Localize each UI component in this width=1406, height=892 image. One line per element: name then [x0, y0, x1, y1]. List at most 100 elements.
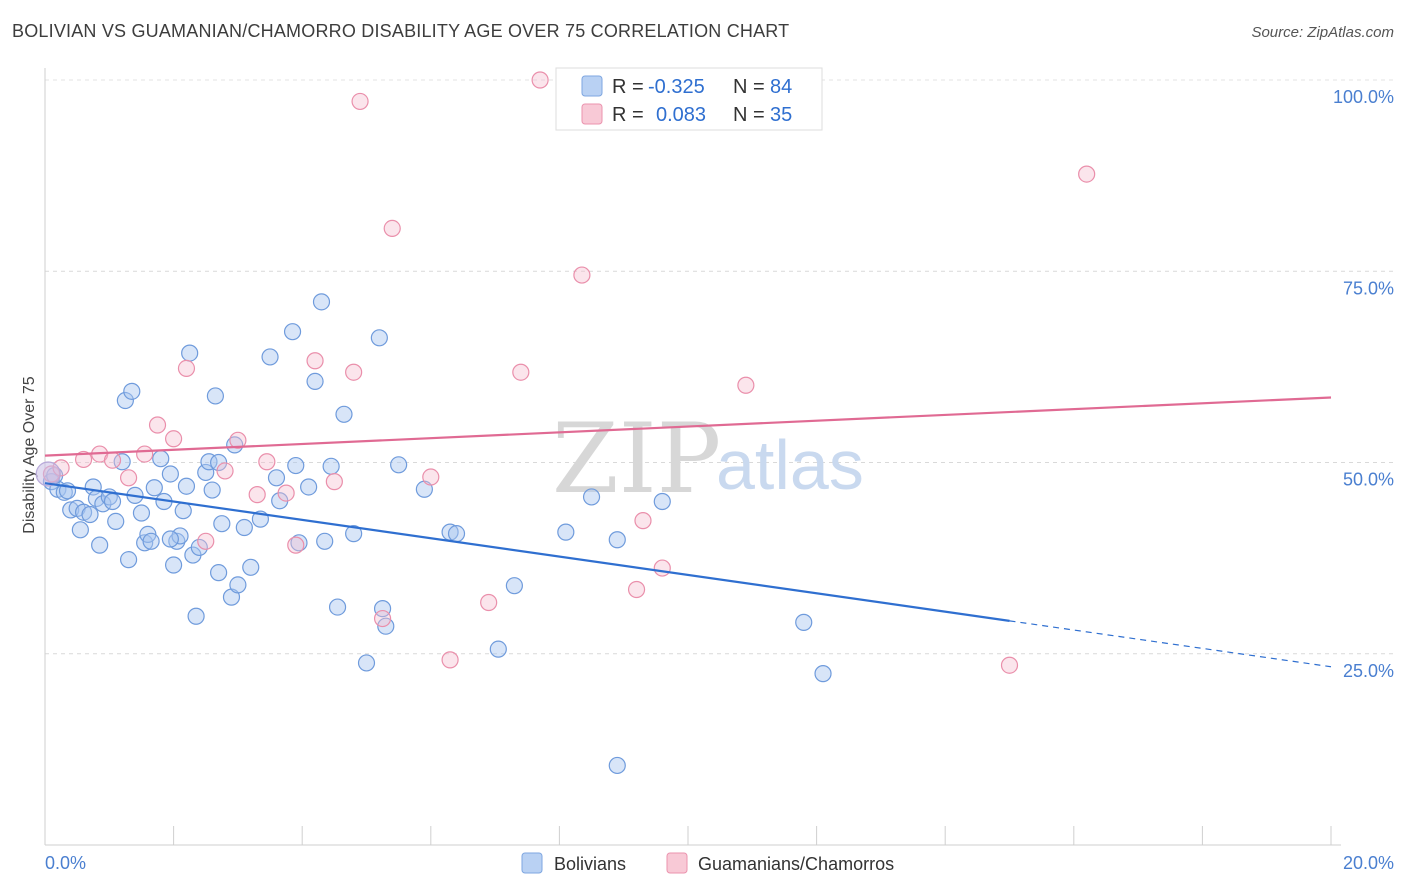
bolivians-point: [242, 558, 260, 576]
guamanians-point: [306, 352, 324, 370]
bolivians-point: [210, 564, 228, 582]
legend-swatch-guamanians: [581, 103, 603, 125]
bolivians-point: [62, 501, 80, 519]
guamanians-point: [103, 451, 122, 469]
y-tick-label: 25.0%: [1343, 661, 1394, 681]
legend-n-label-guamanians: N =: [733, 104, 765, 126]
bolivians-point: [152, 450, 170, 468]
bolivians-point: [81, 505, 99, 524]
bolivians-point: [103, 492, 122, 511]
guamanians-point: [441, 651, 459, 669]
bolivians-point: [206, 387, 224, 405]
guamanians-point: [177, 359, 196, 378]
legend-r-label-guamanians: R =: [612, 104, 644, 126]
bolivians-point: [213, 515, 231, 533]
correlation-legend: R = -0.325 N = 84 R = 0.083 N = 35: [555, 67, 823, 131]
guamanians-point: [258, 453, 276, 471]
legend-label-guamanians: Guamanians/Chamorros: [698, 854, 894, 874]
guamanians-point: [35, 461, 61, 487]
guamanians-point: [345, 363, 363, 381]
bolivians-point: [653, 492, 671, 511]
legend-r-label-bolivians: R =: [612, 76, 644, 98]
guamanians-point: [373, 609, 392, 628]
bolivians-point: [814, 665, 832, 683]
guamanians-point: [216, 462, 234, 480]
bolivians-point: [91, 536, 109, 554]
watermark-atlas: atlas: [716, 426, 864, 504]
x-tick-label: 0.0%: [45, 853, 86, 873]
bolivians-point: [283, 323, 302, 341]
series-legend: Bolivians Guamanians/Chamorros: [521, 852, 894, 874]
legend-n-value-guamanians: 35: [770, 104, 792, 126]
bolivians-point: [306, 372, 324, 391]
legend-swatch-guamanians-bottom: [666, 852, 688, 874]
guamanians-point: [287, 536, 305, 554]
source-label: Source: ZipAtlas.com: [1251, 24, 1394, 41]
legend-swatch-bolivians: [581, 75, 603, 97]
axes: [44, 68, 1341, 846]
bolivians-point: [300, 478, 318, 496]
guamanians-point: [573, 266, 591, 284]
guamanians-point: [653, 559, 671, 577]
legend-label-bolivians: Bolivians: [554, 854, 626, 874]
bolivians-point: [161, 530, 179, 548]
y-tick-label: 50.0%: [1343, 470, 1394, 490]
bolivians-point: [174, 502, 192, 520]
y-tick-label: 100.0%: [1333, 87, 1394, 107]
bolivians-point: [190, 538, 208, 557]
guamanians-point: [512, 363, 530, 381]
bolivians-point: [203, 481, 221, 499]
bolivians-point: [226, 436, 244, 454]
guamanians-point: [248, 486, 266, 504]
bolivians-point: [345, 525, 363, 543]
guamanians-point: [148, 416, 167, 434]
guamanians-point: [229, 431, 247, 449]
x-tick-label: 20.0%: [1343, 853, 1394, 873]
tick-labels: 25.0% 50.0% 75.0% 100.0% 0.0% 20.0%: [45, 87, 1394, 873]
watermark-zip: ZIP: [552, 403, 721, 515]
bolivians-point: [116, 391, 134, 410]
bolivians-point: [608, 531, 626, 549]
bolivians-point: [505, 577, 523, 595]
guamanians-point: [383, 219, 401, 238]
legend-swatch-bolivians-bottom: [521, 852, 543, 874]
bolivians-point: [165, 556, 183, 574]
guamanians-point: [351, 92, 369, 111]
guamanians-point: [119, 469, 138, 487]
bolivians-point: [328, 598, 347, 616]
bolivians-point: [557, 523, 575, 541]
bolivians-point: [71, 521, 89, 539]
guamanians-point: [74, 450, 93, 469]
bolivians-point: [177, 477, 196, 495]
bolivians-point: [187, 607, 205, 625]
bolivians-point: [370, 329, 388, 347]
bolivians-point: [107, 512, 125, 531]
guamanians-point: [480, 593, 498, 612]
bolivians-point: [197, 463, 215, 482]
guamanians-point: [165, 430, 183, 448]
guamanians-point: [136, 445, 154, 463]
bolivians-point: [119, 551, 138, 569]
guamanians-point: [1000, 656, 1019, 674]
bolivians-point: [582, 488, 601, 506]
bolivians-trend-line: [44, 482, 1010, 622]
guamanians-point: [422, 468, 440, 486]
bolivians-point: [145, 479, 163, 497]
trend-lines: [44, 396, 1332, 668]
bolivians-point: [132, 504, 151, 522]
bolivians-point: [316, 532, 334, 550]
bolivians-point: [161, 465, 179, 483]
series-bolivians-points: [42, 293, 832, 775]
bolivians-point: [200, 453, 218, 471]
bolivians-point: [335, 405, 353, 423]
legend-n-label-bolivians: N =: [733, 76, 765, 98]
bolivians-point: [357, 654, 376, 672]
bolivians-point: [290, 534, 308, 552]
bolivians-trend-extension: [1009, 620, 1332, 668]
guamanians-point: [737, 376, 755, 394]
y-tick-label: 75.0%: [1343, 278, 1394, 298]
bolivians-point: [795, 613, 813, 631]
bolivians-point: [312, 293, 331, 311]
bolivians-point: [608, 756, 626, 775]
